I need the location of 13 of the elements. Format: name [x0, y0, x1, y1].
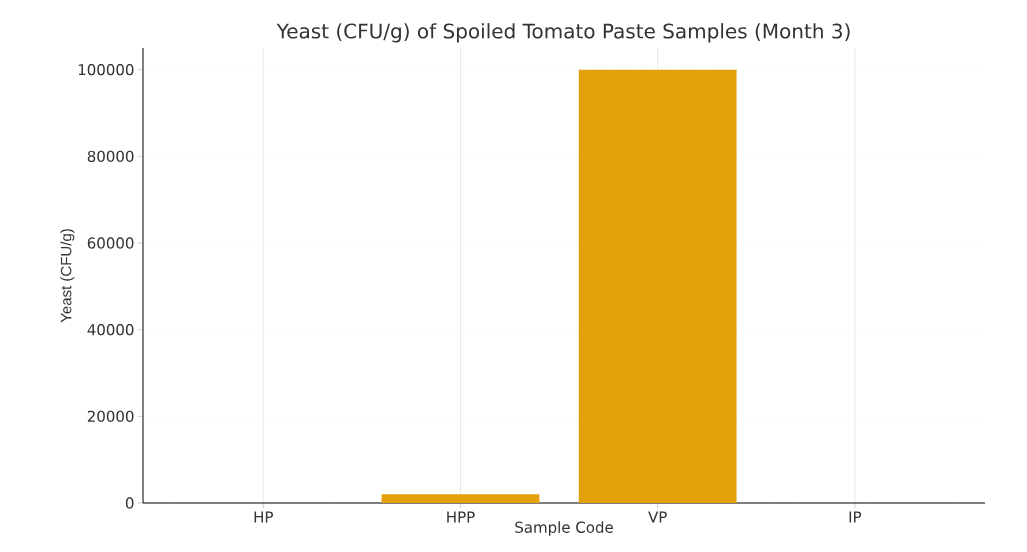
y-tick-label: 80000: [87, 150, 134, 163]
y-axis-title: Yeast (CFU/g): [60, 229, 75, 323]
x-tick-label: HPP: [447, 511, 475, 523]
y-tick-label: 100000: [78, 63, 134, 76]
x-tick-label: VP: [648, 511, 667, 523]
x-tick-label: HP: [254, 511, 273, 523]
y-tick-label: 20000: [87, 410, 134, 423]
chart-title: Yeast (CFU/g) of Spoiled Tomato Paste Samples (Month 3): [276, 23, 850, 43]
x-axis-title: Sample Code: [515, 521, 613, 536]
y-tick-label: 40000: [87, 323, 134, 336]
x-tick-label: IP: [849, 511, 862, 523]
y-tick-label: 60000: [87, 237, 134, 249]
y-tick-label: 0: [125, 497, 134, 509]
